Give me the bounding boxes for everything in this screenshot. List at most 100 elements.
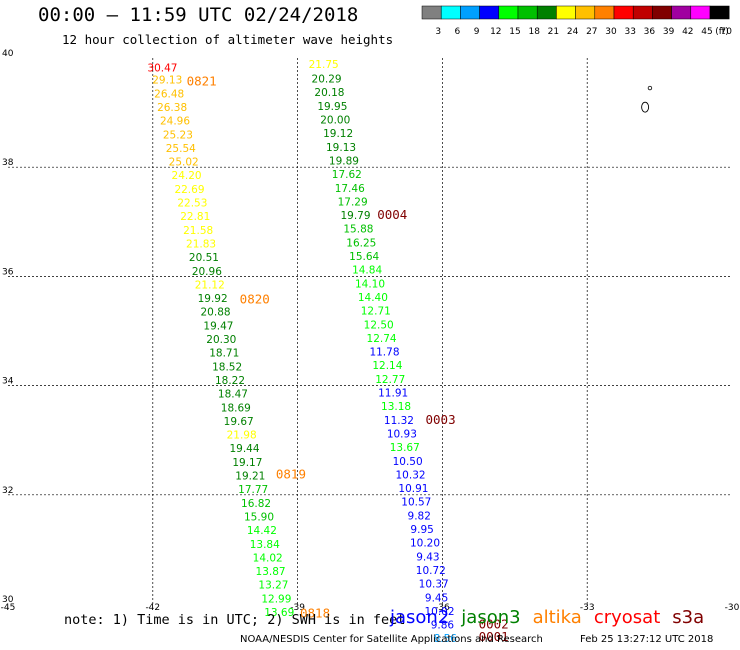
lat-tick-label: 32 — [2, 486, 13, 496]
swh-value-label: 13.84 — [250, 539, 280, 551]
swh-value-label: 10.72 — [416, 565, 446, 577]
swh-value-label: 15.64 — [349, 251, 379, 263]
color-scale-label: 42 — [682, 27, 693, 37]
swh-value-label: 16.25 — [346, 237, 376, 249]
color-scale-label: 6 — [455, 27, 461, 37]
swh-value-label: 24.20 — [172, 170, 202, 182]
swh-value-label: 25.23 — [163, 129, 193, 141]
swh-value-label: 20.00 — [320, 115, 350, 127]
color-scale-label: 9 — [474, 27, 480, 37]
lat-tick-label: 40 — [2, 49, 14, 59]
swh-value-label: 14.40 — [358, 292, 388, 304]
swh-value-label: 10.32 — [396, 469, 426, 481]
color-scale-label: 36 — [644, 27, 656, 37]
color-swatch — [709, 5, 730, 20]
pass-time-label: 0819 — [276, 466, 306, 481]
swh-value-label: 21.58 — [183, 225, 213, 237]
swh-value-label: 10.50 — [393, 456, 423, 468]
color-scale-label: 45 — [701, 27, 712, 37]
swh-value-label: 10.20 — [410, 538, 440, 550]
swh-value-label: 12.77 — [375, 374, 405, 386]
legend-item-jason3: jason3 — [461, 607, 521, 628]
units-note: note: 1) Time is in UTC; 2) SWH is in fe… — [64, 612, 406, 628]
lon-tick-label: -33 — [580, 603, 595, 613]
swh-value-label: 21.98 — [227, 430, 257, 442]
swh-value-label: 17.46 — [335, 183, 365, 195]
swh-value-label: 14.42 — [247, 525, 277, 537]
swh-value-label: 19.47 — [203, 320, 233, 332]
swh-value-label: 19.12 — [323, 128, 353, 140]
color-scale-label: 30 — [605, 27, 617, 37]
swh-value-label: 20.88 — [201, 307, 231, 319]
swh-value-label: 22.69 — [174, 184, 204, 196]
swh-value-label: 13.69 — [264, 607, 294, 619]
swh-value-label: 15.88 — [343, 224, 373, 236]
color-scale-label: 18 — [528, 27, 540, 37]
lon-tick-label: -36 — [435, 603, 450, 613]
lat-tick-label: 36 — [2, 267, 14, 277]
swh-value-label: 25.54 — [166, 143, 196, 155]
swh-value-label: 9.82 — [408, 510, 431, 522]
pass-time-label: 0004 — [377, 207, 407, 222]
swh-value-label: 19.44 — [229, 443, 259, 455]
color-scale-unit: (ft) — [715, 27, 729, 37]
swh-value-label: 19.89 — [329, 155, 359, 167]
page-title: 00:00 – 11:59 UTC 02/24/2018 — [38, 4, 359, 26]
swh-value-label: 12.74 — [367, 333, 397, 345]
legend-item-altika: altika — [532, 607, 582, 628]
swh-value-label: 12.99 — [261, 593, 291, 605]
color-scale-label: 39 — [663, 27, 675, 37]
swh-value-label: 26.38 — [157, 102, 187, 114]
swh-value-label: 20.30 — [206, 334, 236, 346]
swh-value-label: 11.78 — [369, 347, 399, 359]
color-scale-label: 3 — [435, 27, 441, 37]
lat-tick-label: 30 — [2, 595, 14, 605]
legend-item-jason2: jason2 — [390, 607, 450, 628]
swh-value-label: 17.77 — [238, 484, 268, 496]
swh-value-label: 26.48 — [154, 88, 184, 100]
satellite-legend: jason2 jason3 altika cryosat s3a — [390, 607, 716, 628]
swh-value-label: 12.71 — [361, 306, 391, 318]
swh-value-label: 19.21 — [235, 471, 265, 483]
swh-value-label: 11.91 — [378, 388, 408, 400]
color-scale-label: 12 — [490, 27, 501, 37]
swh-value-label: 21.83 — [186, 238, 216, 250]
legend-item-s3a: s3a — [672, 607, 705, 628]
credit-date: Feb 25 13:27:12 UTC 2018 — [580, 634, 714, 645]
swh-value-label: 13.67 — [390, 442, 420, 454]
swh-value-label: 9.95 — [410, 524, 433, 536]
color-scale-label: 70 — [720, 27, 732, 37]
island-outline — [647, 85, 653, 91]
swh-value-label: 10.93 — [387, 428, 417, 440]
lon-tick-label: -39 — [290, 603, 305, 613]
color-scale-label: 24 — [567, 27, 579, 37]
swh-value-label: 24.96 — [160, 116, 190, 128]
lat-tick-label: 34 — [2, 377, 14, 387]
swh-value-label: 25.02 — [169, 157, 199, 169]
swh-value-label: 19.13 — [326, 142, 356, 154]
swh-value-label: 9.86 — [431, 620, 455, 632]
page-subtitle: 12 hour collection of altimeter wave hei… — [62, 32, 394, 47]
swh-value-label: 29.13 — [152, 75, 182, 87]
swh-value-label: 17.62 — [332, 169, 362, 181]
swh-value-label: 19.92 — [198, 293, 228, 305]
swh-value-label: 18.71 — [209, 348, 239, 360]
swh-value-label: 13.87 — [256, 566, 286, 578]
color-scale-label: 15 — [509, 27, 520, 37]
lon-tick-label: -45 — [1, 603, 16, 613]
swh-value-label: 15.90 — [244, 511, 274, 523]
legend-item-cryosat: cryosat — [593, 607, 661, 628]
swh-value-label: 30.47 — [147, 63, 177, 75]
swh-value-label: 21.75 — [309, 59, 339, 71]
island-outline — [641, 101, 650, 113]
swh-value-label: 14.10 — [355, 278, 385, 290]
color-scale-label: 27 — [586, 27, 597, 37]
swh-value-label: 9.43 — [416, 551, 439, 563]
swh-value-label: 20.29 — [312, 74, 342, 86]
swh-value-label: 13.27 — [258, 580, 288, 592]
pass-time-label: 0002 — [479, 617, 509, 632]
credit-text: NOAA/NESDIS Center for Satellite Applica… — [240, 634, 543, 645]
lon-tick-label: -42 — [145, 603, 160, 613]
swh-value-label: 16.82 — [241, 498, 271, 510]
